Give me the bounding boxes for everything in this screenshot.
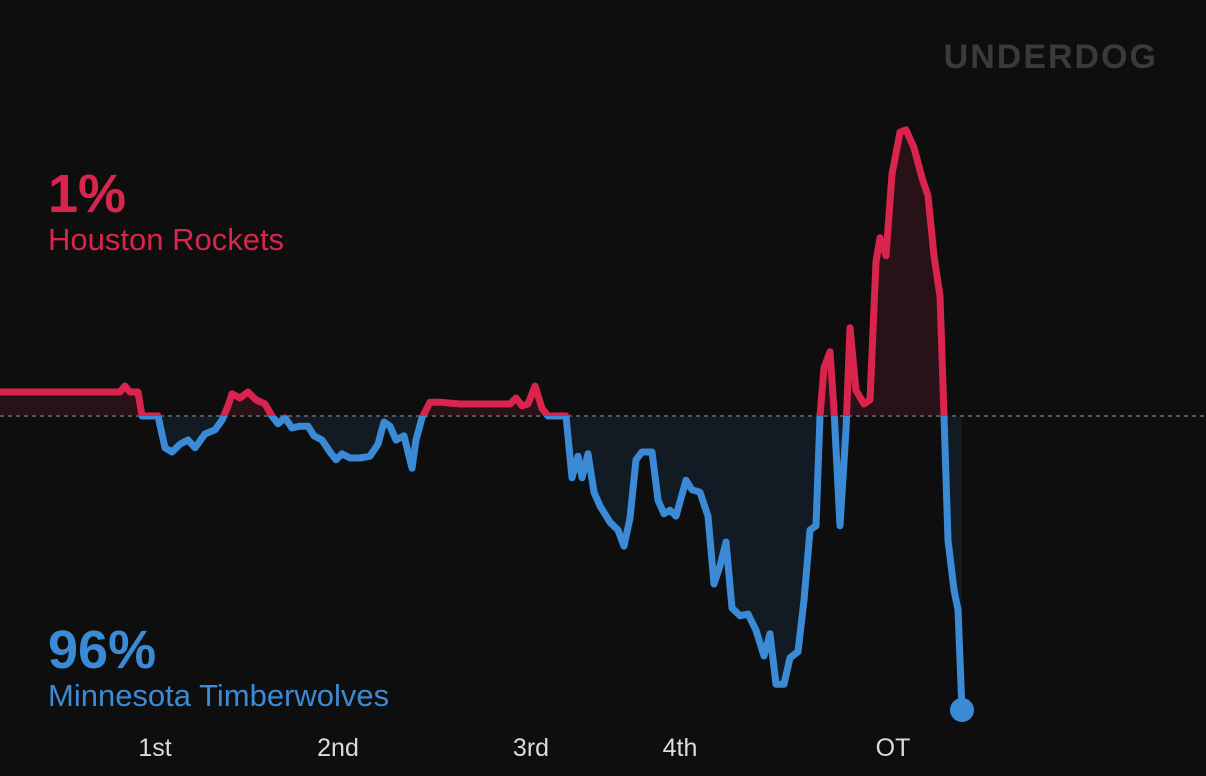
x-tick-label: 2nd xyxy=(317,734,359,762)
team-name: Minnesota Timberwolves xyxy=(48,678,389,713)
team-probability: 96% xyxy=(48,620,156,680)
logo: UNDERDOG xyxy=(944,38,1158,76)
x-tick-label: 3rd xyxy=(513,734,549,762)
x-tick-label: 1st xyxy=(138,734,171,762)
area-below xyxy=(0,416,962,710)
x-tick-label: 4th xyxy=(663,734,698,762)
x-tick-label: OT xyxy=(876,734,911,762)
team-probability: 1% xyxy=(48,164,126,224)
line-below xyxy=(138,416,966,714)
line-above xyxy=(0,126,948,416)
end-dot xyxy=(950,698,974,722)
team-name: Houston Rockets xyxy=(48,222,284,257)
